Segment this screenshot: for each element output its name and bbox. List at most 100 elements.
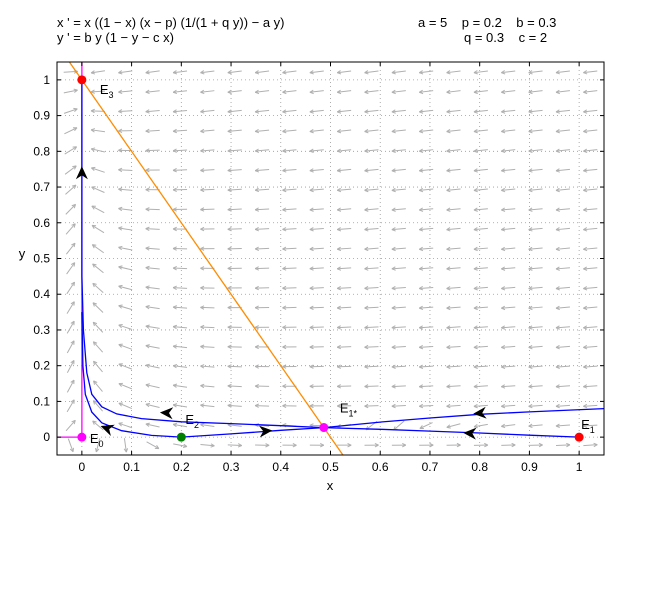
field-arrow-head [93,400,98,403]
field-arrow [473,326,488,329]
field-arrow [92,282,104,294]
field-arrow-head [118,285,122,290]
field-arrow-head [364,128,369,132]
field-arrow-head [227,403,232,406]
field-arrow-head [200,111,205,114]
field-arrow-head [473,170,478,173]
field-arrow-head [172,207,177,210]
field-arrow [145,129,160,132]
field-arrow-head [210,445,215,448]
field-arrow-head [95,447,97,453]
field-arrow [583,286,598,290]
field-arrow-head [200,306,205,310]
field-arrow [91,167,105,173]
field-arrow-head [402,444,407,448]
field-arrow-head [336,366,342,369]
field-arrow [501,247,516,250]
field-arrow [91,110,106,112]
field-arrow [255,109,270,113]
field-arrow-head [473,131,478,134]
field-arrow-head [282,128,287,132]
field-arrow-head [73,88,78,91]
field-arrow [528,227,543,231]
field-arrow-head [91,205,95,210]
field-arrow-head [93,321,98,325]
field-arrow-head [71,203,76,207]
field-arrow-head [336,128,341,132]
field-arrow-head [227,285,232,289]
field-arrow-head [583,425,588,428]
field-arrow [583,444,598,447]
field-arrow-head [227,128,232,132]
field-arrow-head [528,423,533,427]
field-arrow-head [418,168,423,172]
field-arrow [200,129,215,132]
field-arrow [91,90,106,93]
field-arrow-head [336,325,341,329]
y-tick-label: 0.7 [33,180,50,194]
field-arrow-head [337,111,342,114]
field-arrow-head [446,344,451,348]
field-arrow-head [473,129,478,132]
field-arrow [255,405,270,407]
field-arrow-head [145,128,150,132]
field-arrow-head [473,227,478,231]
field-arrow [419,70,434,74]
field-arrow [145,70,160,74]
field-arrow [583,109,598,113]
field-arrow-head [172,89,177,93]
field-arrow-head [254,150,260,153]
field-arrow-head [172,169,177,173]
field-arrow [309,129,324,133]
field-arrow-head [391,148,396,152]
field-arrow [66,340,75,354]
field-arrow-head [337,229,342,232]
field-arrow [446,188,461,191]
field-arrow [255,129,270,132]
field-arrow-head [583,109,588,113]
field-arrow [446,208,461,211]
field-arrow [227,385,242,388]
field-arrow-head [172,265,177,269]
field-arrow [364,188,379,191]
field-arrow-head [528,70,533,74]
field-arrow-head [473,366,478,370]
field-arrow-head [501,131,506,134]
field-arrow-head [364,266,369,270]
field-arrow-head [555,170,560,173]
field-arrow [337,70,352,74]
x-tick-label: 0.7 [422,460,439,474]
field-arrow-head [282,131,287,134]
field-arrow-head [200,209,205,212]
field-arrow [337,326,352,329]
field-arrow-head [583,209,588,212]
field-arrow-head [172,91,178,95]
field-arrow-head [118,284,123,287]
field-arrow-head [583,207,588,211]
field-arrow-head [418,246,423,250]
field-arrow-head [528,170,533,173]
field-arrow [118,227,133,231]
y-nullcline [68,62,344,455]
field-arrow [528,188,543,191]
field-arrow-head [309,148,314,152]
field-arrow-head [93,380,98,383]
field-arrow [528,109,543,113]
field-arrow [309,306,324,309]
field-arrow [173,287,188,289]
field-arrow-head [391,187,396,191]
field-arrow-head [528,286,533,289]
field-arrow [391,90,406,93]
field-arrow-head [555,345,560,348]
field-arrow [337,227,352,231]
field-arrow [227,208,242,211]
field-arrow-head [501,187,505,191]
field-arrow [473,365,488,368]
field-arrow [282,188,297,191]
field-arrow [501,90,516,93]
field-arrow-head [309,287,314,291]
field-arrow-head [118,187,123,190]
field-arrow [583,208,598,211]
field-arrow-head [282,70,287,74]
field-arrow-head [336,344,341,348]
